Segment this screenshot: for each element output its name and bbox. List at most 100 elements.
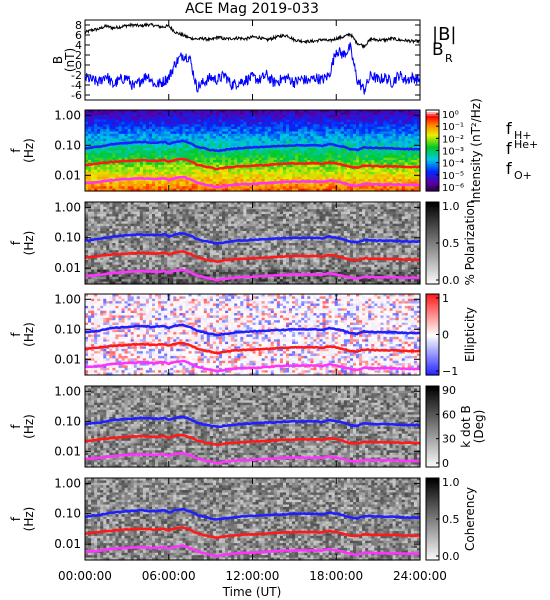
spectrogram-cell bbox=[331, 150, 336, 154]
spectrogram-cell bbox=[170, 117, 174, 121]
spectrogram-cell bbox=[395, 171, 400, 175]
spectrogram-cell bbox=[176, 121, 181, 125]
spectrogram-cell bbox=[267, 176, 272, 180]
spectrogram-cell bbox=[261, 169, 266, 173]
spectrogram-cell bbox=[124, 267, 129, 271]
spectrogram-cell bbox=[179, 204, 184, 208]
spectrogram-cell bbox=[304, 140, 308, 144]
spectrogram-cell bbox=[94, 148, 98, 152]
spectrogram-cell bbox=[377, 186, 382, 190]
spectrogram-cell bbox=[325, 133, 330, 137]
spectrogram-cell bbox=[176, 150, 181, 154]
spectrogram-cell bbox=[191, 129, 196, 133]
spectrogram-cell bbox=[133, 157, 138, 161]
spectrogram-cell bbox=[176, 164, 181, 168]
spectrogram-cell bbox=[252, 176, 257, 180]
spectrogram-cell bbox=[185, 110, 190, 113]
spectrogram-cell bbox=[152, 204, 156, 208]
spectrogram-cell bbox=[133, 174, 138, 178]
spectrogram-cell bbox=[106, 218, 110, 222]
spectrogram-cell bbox=[158, 214, 162, 218]
spectrogram-cell bbox=[100, 117, 104, 121]
spectrogram-cell bbox=[343, 162, 348, 166]
spectrogram-cell bbox=[237, 119, 241, 123]
spectrogram-cell bbox=[252, 160, 257, 164]
spectrogram-cell bbox=[127, 206, 132, 210]
spectrogram-cell bbox=[115, 211, 120, 215]
spectrogram-cell bbox=[209, 171, 214, 175]
spectrogram-cell bbox=[103, 264, 107, 268]
spectrogram-cell bbox=[246, 136, 251, 140]
spectrogram-cell bbox=[310, 160, 315, 164]
spectrogram-cell bbox=[142, 214, 147, 218]
spectrogram-cell bbox=[170, 226, 174, 230]
spectrogram-cell bbox=[270, 164, 275, 168]
spectrogram-cell bbox=[148, 271, 153, 275]
spectrogram-cell bbox=[215, 152, 220, 156]
spectrogram-cell bbox=[158, 218, 162, 222]
spectrogram-cell bbox=[292, 169, 296, 173]
spectrogram-cell bbox=[164, 216, 168, 220]
spectrogram-cell bbox=[307, 117, 311, 121]
spectrogram-cell bbox=[100, 188, 104, 192]
spectrogram-cell bbox=[215, 145, 220, 149]
spectrogram-cell bbox=[270, 174, 275, 178]
spectrogram-cell bbox=[240, 176, 244, 180]
spectrogram-cell bbox=[182, 136, 187, 140]
spectrogram-cell bbox=[282, 171, 287, 175]
spectrogram-cell bbox=[176, 138, 181, 142]
spectrogram-cell bbox=[142, 160, 147, 164]
spectrogram-cell bbox=[279, 117, 284, 121]
spectrogram-cell bbox=[152, 221, 156, 225]
spectrogram-cell bbox=[328, 114, 333, 118]
spectrogram-cell bbox=[346, 129, 351, 133]
spectrogram-cell bbox=[398, 179, 403, 183]
spectrogram-cell bbox=[170, 240, 174, 244]
spectrogram-cell bbox=[176, 124, 181, 128]
spectrogram-cell bbox=[103, 226, 107, 230]
spectrogram-cell bbox=[179, 214, 184, 218]
spectrogram-cell bbox=[325, 136, 330, 140]
spectrogram-cell bbox=[118, 243, 123, 247]
spectrogram-cell bbox=[173, 274, 177, 278]
colorbar-label: Intensity (nT²/Hz) bbox=[469, 98, 483, 203]
spectrogram-cell bbox=[353, 110, 357, 113]
spectrogram-cell bbox=[328, 181, 333, 185]
spectrogram-cell bbox=[170, 214, 174, 218]
spectrogram-cell bbox=[121, 228, 126, 232]
spectrogram-cell bbox=[197, 174, 202, 178]
spectrogram-cell bbox=[88, 131, 92, 135]
spectrogram-cell bbox=[389, 148, 394, 152]
spectrogram-cell bbox=[371, 136, 375, 140]
spectrogram-cell bbox=[212, 176, 217, 180]
spectrogram-cell bbox=[85, 174, 89, 178]
spectrogram-cell bbox=[410, 112, 415, 116]
spectrogram-cell bbox=[112, 276, 117, 280]
spectrogram-cell bbox=[176, 274, 181, 278]
spectrogram-cell bbox=[325, 183, 330, 187]
spectrogram-cell bbox=[100, 267, 104, 271]
spectrogram-cell bbox=[416, 176, 421, 180]
spectrogram-cell bbox=[173, 240, 177, 244]
spectrogram-cell bbox=[322, 164, 327, 168]
spectrogram-cell bbox=[133, 143, 138, 147]
spectrogram-cell bbox=[142, 133, 147, 137]
spectrogram-cell bbox=[237, 176, 241, 180]
spectrogram-cell bbox=[389, 169, 394, 173]
spectrogram-cell bbox=[279, 171, 284, 175]
spectrogram-cell bbox=[127, 271, 132, 275]
spectrogram-cell bbox=[127, 152, 132, 156]
spectrogram-cell bbox=[133, 179, 138, 183]
spectrogram-cell bbox=[109, 124, 114, 128]
spectrogram-cell bbox=[340, 157, 345, 161]
spectrogram-cell bbox=[182, 183, 187, 187]
spectrogram-cell bbox=[91, 110, 95, 113]
spectrogram-cell bbox=[97, 211, 101, 215]
spectrogram-cell bbox=[209, 186, 214, 190]
spectrogram-cell bbox=[106, 181, 110, 185]
spectrogram-cell bbox=[127, 131, 132, 135]
spectrogram-cell bbox=[313, 126, 318, 130]
spectrogram-cell bbox=[103, 250, 107, 254]
spectrogram-cell bbox=[362, 119, 366, 123]
spectrogram-cell bbox=[161, 124, 165, 128]
